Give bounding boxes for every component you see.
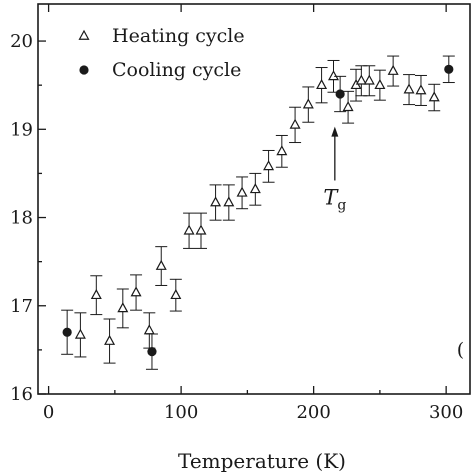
- data-point-heating: [363, 74, 375, 85]
- panel-label-partial: (: [457, 339, 464, 361]
- plot-frame: [37, 3, 471, 395]
- data-point-heating: [415, 84, 427, 95]
- y-tick-label: 18: [10, 208, 33, 229]
- series-cooling: [61, 55, 455, 370]
- data-point-heating: [316, 78, 328, 90]
- legend-item-cooling: Cooling cycle: [79, 59, 241, 81]
- data-point-heating: [195, 224, 207, 235]
- data-point-heating: [403, 83, 415, 94]
- data-point-heating: [428, 91, 440, 102]
- data-point-heating: [342, 100, 354, 112]
- data-point-heating: [249, 183, 261, 194]
- tg-label-main: T: [323, 185, 339, 209]
- chart-marks: [61, 55, 455, 370]
- data-point-heating: [183, 224, 195, 235]
- data-point-heating: [155, 259, 167, 270]
- legend-marker-cooling: [79, 65, 89, 75]
- data-point-heating: [387, 64, 399, 75]
- data-point-cooling: [62, 327, 72, 337]
- y-tick-label: 16: [10, 384, 33, 405]
- data-point-heating: [263, 160, 275, 171]
- x-tick-label: 0: [43, 402, 54, 423]
- legend-label-cooling: Cooling cycle: [112, 59, 241, 81]
- y-tick-label: 20: [10, 31, 33, 52]
- data-point-cooling: [147, 347, 157, 357]
- tg-label: Tg: [323, 185, 346, 213]
- tg-arrow-head: [331, 126, 339, 137]
- data-point-heating: [90, 288, 102, 300]
- data-point-heating: [104, 334, 116, 345]
- data-point-heating: [236, 186, 248, 197]
- data-point-heating: [289, 118, 301, 129]
- tg-label-subscript: g: [337, 197, 346, 213]
- data-point-cooling: [335, 89, 345, 99]
- y-tick-label: 19: [10, 119, 33, 140]
- data-point-heating: [355, 74, 367, 85]
- tg-annotation: Tg: [323, 126, 346, 213]
- data-point-heating: [374, 78, 386, 90]
- data-point-heating: [210, 196, 222, 207]
- axis-ticks: [38, 4, 447, 395]
- legend-marker-heating: [78, 29, 90, 40]
- axis-tick-labels: 0 100 200 300 16 17 18 19 20: [10, 31, 463, 423]
- data-point-heating: [130, 286, 142, 297]
- data-point-heating: [170, 288, 182, 300]
- x-tick-label: 300: [429, 402, 463, 423]
- data-point-heating: [223, 196, 235, 207]
- data-point-heating: [117, 302, 129, 313]
- series-heating: [74, 55, 441, 364]
- y-tick-label: 17: [10, 296, 33, 317]
- legend-item-heating: Heating cycle: [78, 25, 245, 47]
- data-point-heating: [302, 98, 314, 109]
- data-point-heating: [74, 328, 86, 339]
- legend-label-heating: Heating cycle: [112, 25, 245, 47]
- legend: Heating cycle Cooling cycle: [78, 25, 245, 81]
- x-axis-label: Temperature (K): [178, 449, 346, 473]
- x-tick-label: 100: [164, 402, 198, 423]
- data-point-heating: [143, 324, 155, 335]
- x-tick-label: 200: [296, 402, 330, 423]
- data-point-cooling: [444, 64, 454, 74]
- data-point-heating: [327, 70, 340, 81]
- data-point-heating: [276, 145, 288, 156]
